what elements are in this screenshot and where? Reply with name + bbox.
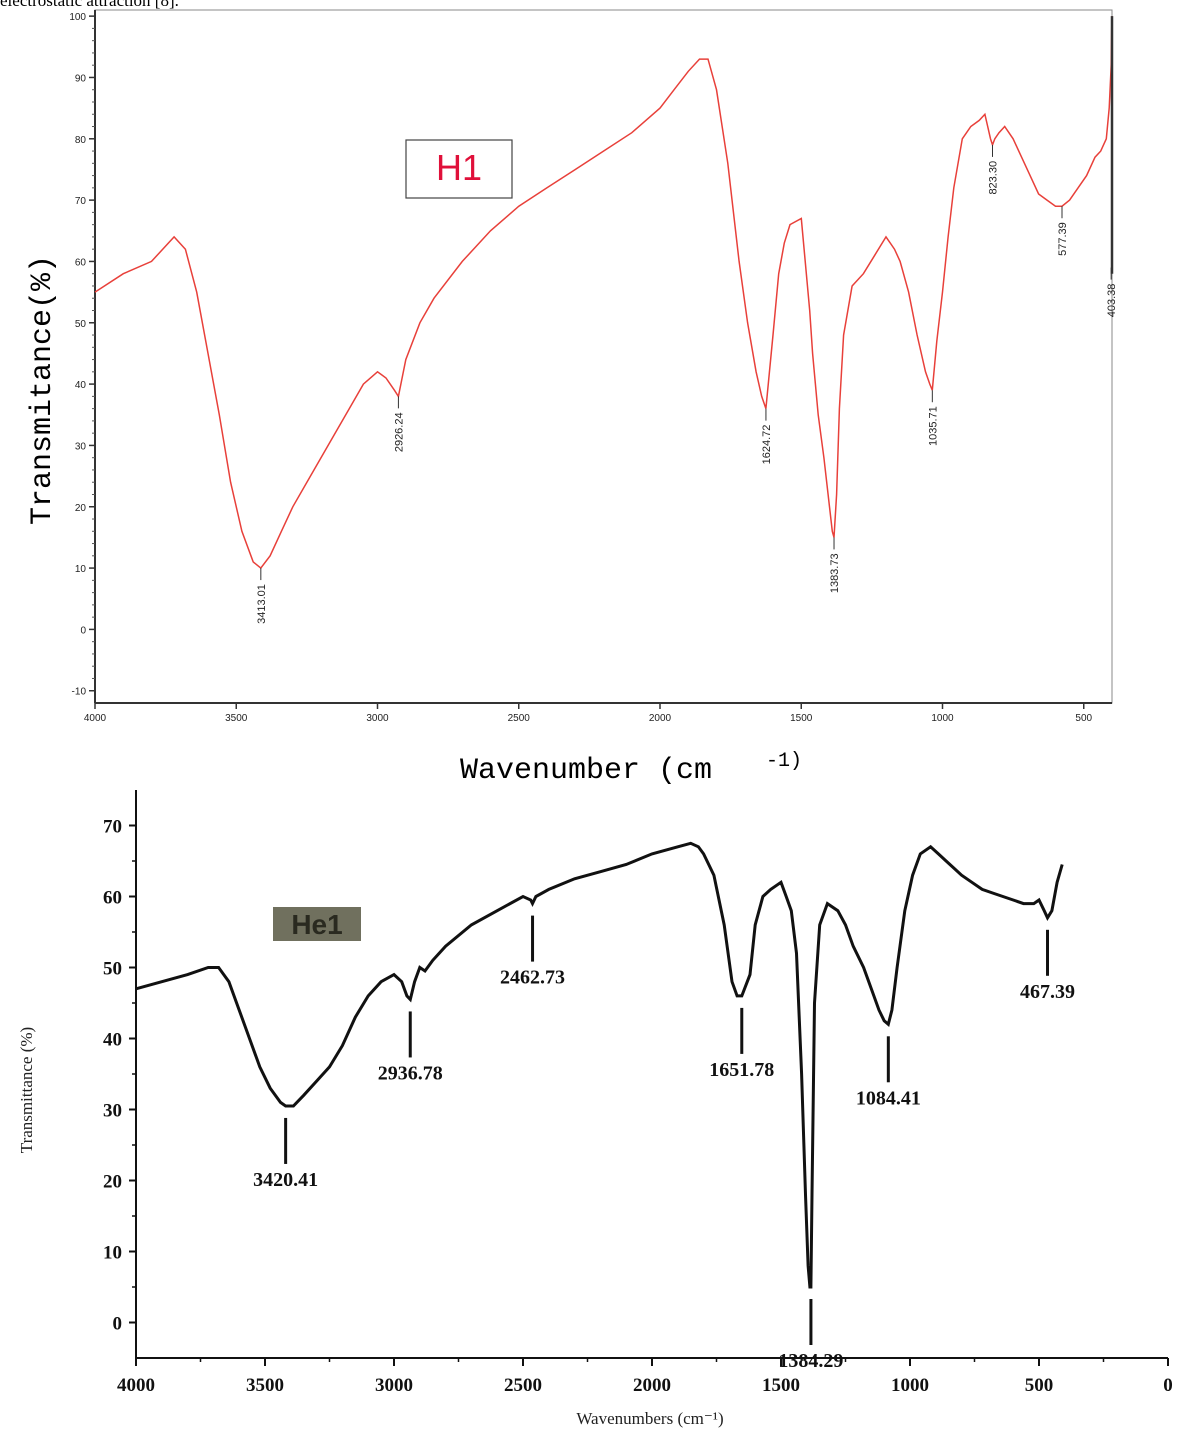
chart-he1-peak-label: 2936.78 (378, 1062, 443, 1084)
chart-he1-y-tick-label: 50 (103, 959, 122, 980)
chart-h1-y-tick-label: 40 (75, 380, 87, 391)
chart-he1-y-tick-label: 40 (103, 1030, 122, 1051)
chart-h1-frame (94, 9, 1113, 704)
chart-h1-peak-label: 1383.73 (829, 553, 841, 593)
chart-he1-y-axis-label: Transmittance (%) (17, 1027, 36, 1153)
chart-he1-axes (135, 790, 1168, 1359)
chart-h1-y-tick-label: 90 (75, 73, 87, 84)
chart-h1-y-tick-label: 100 (69, 12, 86, 23)
chart-h1-x-tick-label: 4000 (84, 713, 107, 724)
chart-he1-y-tick-label: 10 (103, 1243, 122, 1264)
chart-h1-y-tick-label: -10 (72, 687, 87, 698)
chart-he1-peak-label: 1384.29 (778, 1350, 843, 1372)
chart-h1-y-tick-label: 30 (75, 441, 87, 452)
chart-he1-y-ticks: 70 60 50 40 30 20 10 0 (103, 817, 136, 1335)
chart-he1-x-tick-label: 1000 (891, 1375, 929, 1396)
chart-he1-tag-box: He1 (273, 907, 361, 941)
chart-he1-peak-label: 1651.78 (709, 1059, 774, 1081)
chart-h1-peak-labels: 3413.01 2926.24 1624.72 1383.73 1035.71 823.3… (256, 16, 1118, 624)
chart-he1-x-tick-label: 2500 (504, 1375, 542, 1396)
chart-h1-peak-label: 403.38 (1106, 284, 1118, 318)
chart-he1-peak-label: 2462.73 (500, 967, 565, 989)
chart-he1: 70 60 50 40 30 20 10 0 4000 3500 3000 2500 2000 1500… (17, 790, 1173, 1428)
clipped-caption-text: electrostatic attraction [8]. (0, 0, 179, 10)
chart-h1-x-tick-label: 500 (1075, 713, 1092, 724)
chart-h1-peak-label: 823.30 (988, 161, 1000, 195)
chart-he1-x-axis-label: Wavenumbers (cm⁻¹) (576, 1409, 723, 1428)
chart-h1-x-tick-label: 2000 (649, 713, 672, 724)
chart-h1-tag: H1 (436, 147, 482, 188)
chart-h1-y-tick-label: 70 (75, 196, 87, 207)
chart-he1-y-tick-label: 30 (103, 1101, 122, 1122)
chart-he1-x-tick-label: 3500 (246, 1375, 284, 1396)
chart-he1-series-line (135, 841, 1064, 1289)
chart-h1-x-axis-label-superscript: -1) (766, 750, 802, 773)
chart-he1-y-tick-label: 60 (103, 888, 122, 909)
chart-h1-y-axis-label: Transmitance(%) (26, 255, 60, 525)
chart-h1-y-tick-label: 20 (75, 503, 87, 514)
chart-h1-y-tick-label: 50 (75, 319, 87, 330)
chart-h1-x-axis-label: Wavenumber (cm (460, 754, 712, 788)
chart-he1-x-tick-label: 3000 (375, 1375, 413, 1396)
chart-h1-series-line (94, 16, 1113, 570)
chart-he1-peak-label: 467.39 (1020, 981, 1075, 1003)
chart-h1-y-tick-label: 80 (75, 135, 87, 146)
chart-he1-x-ticks: 4000 3500 3000 2500 2000 1500 1000 500 0 (117, 1358, 1173, 1396)
chart-h1-y-tick-label: 0 (80, 625, 86, 636)
chart-h1-peak-label: 1035.71 (927, 406, 939, 446)
chart-h1-peak-label: 2926.24 (393, 412, 405, 452)
chart-h1-x-tick-label: 3000 (366, 713, 389, 724)
chart-h1-x-tick-label: 1000 (931, 713, 954, 724)
chart-he1-peak-label: 1084.41 (856, 1087, 921, 1109)
chart-h1-x-tick-label: 3500 (225, 713, 248, 724)
chart-he1-peak-labels: 3420.41 2936.78 2462.73 1651.78 1384.29 1084.… (253, 915, 1075, 1372)
chart-he1-tag: He1 (291, 909, 342, 940)
chart-he1-y-tick-label: 20 (103, 1172, 122, 1193)
chart-he1-x-tick-label: 2000 (633, 1375, 671, 1396)
chart-h1-peak-label: 577.39 (1057, 222, 1069, 256)
chart-he1-x-tick-label: 500 (1025, 1375, 1054, 1396)
chart-h1-plot-frame (94, 9, 1113, 704)
chart-he1-y-tick-label: 0 (113, 1314, 123, 1335)
chart-h1-y-tick-label: 60 (75, 257, 87, 268)
chart-he1-peak-label: 3420.41 (253, 1169, 318, 1191)
chart-h1-peak-label: 3413.01 (256, 584, 268, 624)
chart-he1-x-tick-label: 1500 (762, 1375, 800, 1396)
chart-h1-tag-box: H1 (405, 139, 513, 199)
chart-h1-y-tick-label: 10 (75, 564, 87, 575)
chart-h1-peak-label: 1624.72 (761, 425, 773, 465)
chart-he1-x-tick-label: 4000 (117, 1375, 155, 1396)
chart-h1-x-tick-label: 2500 (508, 713, 531, 724)
chart-h1-x-ticks: 4000 3500 3000 2500 2000 1500 1000 500 (84, 703, 1093, 724)
chart-h1-x-tick-label: 1500 (790, 713, 813, 724)
chart-he1-x-tick-label: 0 (1163, 1375, 1173, 1396)
chart-he1-y-tick-label: 70 (103, 817, 122, 838)
